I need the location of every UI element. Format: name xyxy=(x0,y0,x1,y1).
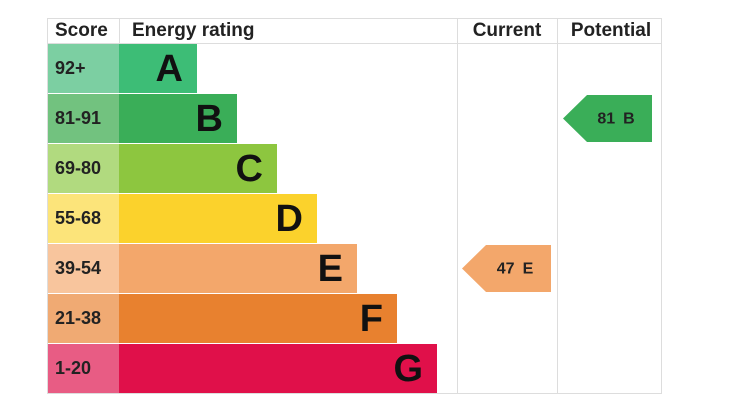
score-cell xyxy=(48,144,119,193)
score-cell xyxy=(48,294,119,343)
header-rating: Energy rating xyxy=(132,20,254,41)
rating-bar xyxy=(119,344,437,393)
band-letter: D xyxy=(276,198,303,240)
rating-bar xyxy=(119,44,197,93)
current-label: 47 E xyxy=(497,261,534,278)
score-label: 81-91 xyxy=(55,108,101,128)
score-cell xyxy=(48,194,119,243)
rating-bar xyxy=(119,244,357,293)
score-label: 39-54 xyxy=(55,258,101,278)
potential-value: 81 xyxy=(597,111,615,128)
current-arrow xyxy=(462,245,551,292)
score-label: 55-68 xyxy=(55,208,101,228)
rating-bar xyxy=(119,144,277,193)
band-letter: B xyxy=(196,98,223,140)
band-letter: C xyxy=(236,148,263,190)
header-potential: Potential xyxy=(571,20,651,41)
score-label: 21-38 xyxy=(55,308,101,328)
score-label: 1-20 xyxy=(55,358,91,378)
band-letter: E xyxy=(318,248,343,290)
score-cell xyxy=(48,94,119,143)
score-cell xyxy=(48,344,119,393)
rating-bar xyxy=(119,94,237,143)
rating-bar xyxy=(119,194,317,243)
potential-label: 81 B xyxy=(597,111,634,128)
score-cell xyxy=(48,44,119,93)
header-score: Score xyxy=(55,20,108,41)
band-letter: G xyxy=(393,348,423,390)
current-value: 47 xyxy=(497,261,515,278)
score-cell xyxy=(48,244,119,293)
rating-bar xyxy=(119,294,397,343)
current-letter: E xyxy=(523,261,534,278)
band-letter: F xyxy=(360,298,383,340)
score-label: 69-80 xyxy=(55,158,101,178)
score-label: 92+ xyxy=(55,58,86,78)
potential-letter: B xyxy=(623,111,635,128)
band-letter: A xyxy=(156,48,183,90)
potential-arrow xyxy=(563,95,652,142)
table-frame xyxy=(47,18,662,394)
header-current: Current xyxy=(473,20,542,41)
